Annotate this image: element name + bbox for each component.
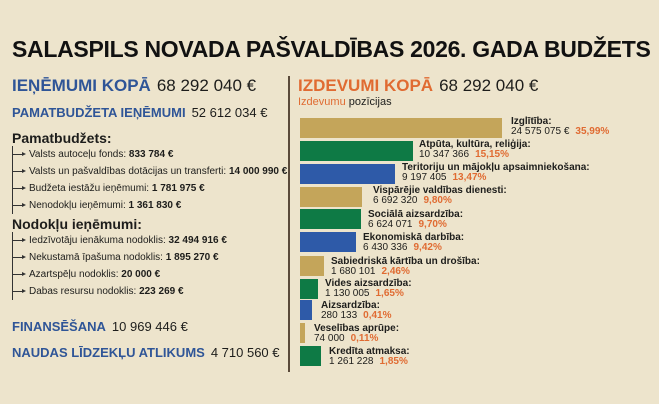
bar-economic-affairs: [300, 232, 356, 252]
bar-recreation: [300, 141, 413, 161]
bar-public-order: [300, 256, 324, 276]
cash-balance-label: NAUDAS LĪDZEKĻU ATLIKUMS: [12, 345, 205, 360]
bar-label: Kredīta atmaksa: 1 261 228 1,85%: [329, 346, 410, 367]
bar-defence: [300, 300, 312, 320]
page-title: SALASPILS NOVADA PAŠVALDĪBAS 2026. GADA …: [12, 36, 651, 62]
income-total: IEŅĒMUMI KOPĀ 68 292 040 €: [12, 76, 256, 96]
bar-general-services: [300, 187, 362, 207]
base-income-label: PAMATBUDŽETA IEŅĒMUMI: [12, 105, 186, 120]
tax-group-list: Iedzīvotāju ienākuma nodoklis: 32 494 91…: [12, 232, 227, 300]
expenses-subtitle: Izdevumu pozīcijas: [298, 96, 392, 108]
cash-balance: NAUDAS LĪDZEKĻU ATLIKUMS 4 710 560 €: [12, 345, 280, 360]
tax-group-heading: Nodokļu ieņēmumi:: [12, 216, 142, 232]
income-total-value: 68 292 040 €: [156, 76, 257, 95]
financing-value: 10 969 446 €: [111, 319, 188, 334]
list-item: Nenodokļu ieņēmumi: 1 361 830 €: [13, 197, 287, 214]
bar-label: Sabiedriskā kārtība un drošība: 1 680 101…: [331, 256, 480, 277]
bar-label: Teritoriju un mājokļu apsaimniekošana: 9 …: [402, 162, 590, 183]
bar-label: Veselības aprūpe: 74 000 0,11%: [314, 323, 400, 344]
expenses-total-label: IZDEVUMI KOPĀ: [298, 76, 434, 95]
bar-label: Sociālā aizsardzība: 6 624 071 9,70%: [368, 209, 464, 230]
list-item: Iedzīvotāju ienākuma nodoklis: 32 494 91…: [13, 232, 227, 249]
list-item: Valsts un pašvaldības dotācijas un trans…: [13, 163, 287, 180]
expenses-total: IZDEVUMI KOPĀ 68 292 040 €: [298, 76, 538, 96]
cash-balance-value: 4 710 560 €: [210, 345, 280, 360]
bar-label: Atpūta, kultūra, reliģija: 10 347 366 15,1…: [419, 139, 531, 160]
list-item: Valsts autoceļu fonds: 833 784 €: [13, 146, 287, 163]
bar-label: Aizsardzība: 280 133 0,41%: [321, 300, 392, 321]
bar-environment: [300, 279, 318, 299]
bar-label: Vides aizsardzība: 1 130 005 1,65%: [325, 278, 412, 299]
income-total-label: IEŅĒMUMI KOPĀ: [12, 76, 151, 95]
list-item: Azartspēļu nodoklis: 20 000 €: [13, 266, 227, 283]
base-income-value: 52 612 034 €: [191, 105, 268, 120]
column-divider: [288, 76, 290, 372]
list-item: Budžeta iestāžu ieņēmumi: 1 781 975 €: [13, 180, 287, 197]
list-item: Dabas resursu nodoklis: 223 269 €: [13, 283, 227, 300]
bar-label: Ekonomiskā darbība: 6 430 336 9,42%: [363, 232, 465, 253]
bar-education: [300, 118, 502, 138]
bar-loan-repayment: [300, 346, 321, 366]
list-item: Nekustamā īpašuma nodoklis: 1 895 270 €: [13, 249, 227, 266]
bar-label: Izglītība: 24 575 075 €35,99%: [511, 116, 610, 137]
bar-social-protection: [300, 209, 361, 229]
financing: FINANSĒŠANA 10 969 446 €: [12, 319, 188, 334]
bar-label: Vispārējie valdības dienesti: 6 692 320 9,…: [373, 185, 507, 206]
bar-housing: [300, 164, 395, 184]
base-group-list: Valsts autoceļu fonds: 833 784 € Valsts …: [12, 146, 287, 214]
bar-health: [300, 323, 305, 343]
financing-label: FINANSĒŠANA: [12, 319, 106, 334]
expenses-total-value: 68 292 040 €: [439, 76, 539, 95]
base-income: PAMATBUDŽETA IEŅĒMUMI 52 612 034 €: [12, 105, 267, 120]
base-group-heading: Pamatbudžets:: [12, 130, 112, 146]
